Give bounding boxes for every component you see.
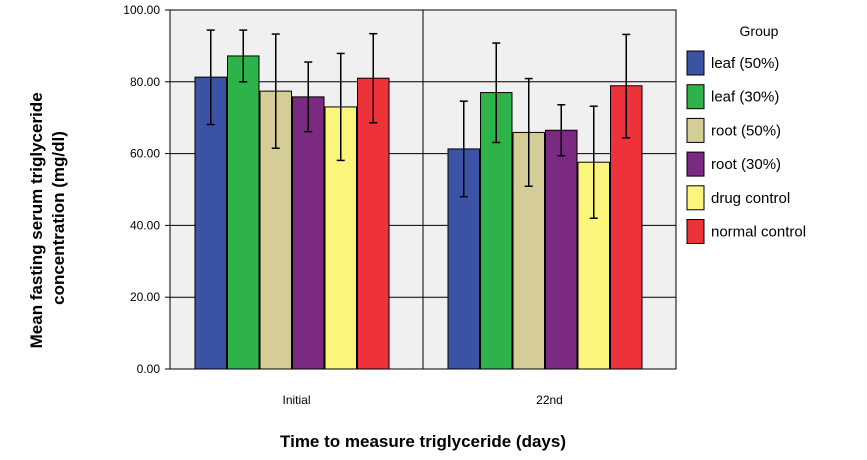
y-tick-label: 60.00 <box>130 147 160 161</box>
bar <box>227 55 260 370</box>
legend-label: leaf (30%) <box>711 89 779 106</box>
legend-swatch <box>686 84 705 110</box>
y-tick-label: 100.00 <box>123 3 160 17</box>
legend-label: normal control <box>711 224 806 241</box>
legend-label: leaf (50%) <box>711 55 779 72</box>
legend-swatch <box>686 151 705 177</box>
legend-title: Group <box>740 23 779 39</box>
y-axis-title: Mean fasting serum triglyceride concentr… <box>27 88 68 349</box>
legend-swatch <box>686 117 705 143</box>
legend: Group leaf (50%) leaf (30%) root (50%) root… <box>686 23 806 244</box>
legend-swatch <box>686 185 705 211</box>
x-axis-title: Time to measure triglyceride (days) <box>280 432 566 451</box>
legend-label: root (30%) <box>711 156 781 173</box>
y-axis-title-line-1: Mean fasting serum triglyceride <box>27 92 46 348</box>
legend-swatch <box>686 219 705 244</box>
x-category-label: 22nd <box>536 393 563 407</box>
bar <box>545 129 578 370</box>
axes: 0.00 20.00 40.00 60.00 80.00 100.00 Initial 22n… <box>123 3 677 407</box>
y-tick-label: 40.00 <box>130 218 160 232</box>
legend-label: root (50%) <box>711 122 781 139</box>
x-category-label: Initial <box>282 393 310 407</box>
bar <box>357 77 390 370</box>
y-tick-label: 80.00 <box>130 75 160 89</box>
legend-label: drug control <box>711 190 790 207</box>
plot-frame <box>169 9 677 370</box>
legend-swatch <box>686 50 705 76</box>
bar <box>292 96 325 370</box>
y-axis-title-line-2: concentration (mg/dl) <box>49 131 68 305</box>
bar <box>194 76 227 370</box>
y-tick-label: 0.00 <box>137 362 161 376</box>
y-tick-label: 20.00 <box>130 290 160 304</box>
